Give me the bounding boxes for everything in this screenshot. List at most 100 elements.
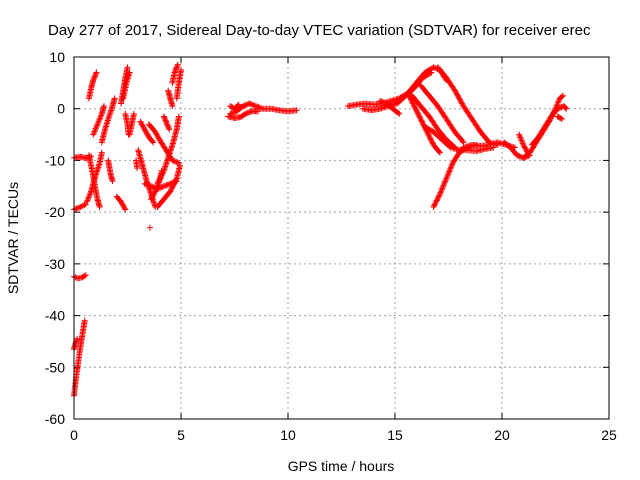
data-point (435, 194, 442, 201)
data-point (152, 128, 159, 135)
data-point (164, 122, 171, 129)
data-point (415, 112, 422, 119)
data-point (242, 110, 249, 117)
data-point (379, 98, 386, 105)
data-point (522, 145, 529, 152)
data-point (243, 110, 250, 117)
data-point (154, 184, 161, 191)
data-point (411, 103, 418, 110)
data-point (516, 153, 523, 160)
data-point (459, 138, 466, 145)
data-point (241, 102, 248, 109)
data-point (81, 272, 88, 279)
plot-frame (73, 56, 610, 420)
data-point (436, 148, 443, 155)
data-point (409, 99, 416, 106)
y-axis-label: SDTVAR / TECUs (5, 182, 21, 294)
data-point (175, 160, 182, 167)
data-point (418, 118, 425, 125)
data-point (150, 191, 157, 198)
data-point (430, 203, 437, 210)
data-point (517, 134, 524, 141)
data-point (73, 337, 80, 344)
data-point (432, 200, 439, 207)
data-point (410, 101, 417, 108)
data-point (174, 159, 181, 166)
data-point (438, 186, 445, 193)
data-point (417, 116, 424, 123)
data-point (153, 131, 160, 138)
data-point (458, 99, 465, 106)
data-point (235, 101, 242, 108)
data-point (252, 103, 259, 110)
y-tick-label: -10 (45, 152, 65, 168)
data-point (247, 101, 254, 108)
data-point (448, 164, 455, 171)
data-point (139, 122, 146, 129)
data-point (120, 203, 127, 210)
data-point (148, 196, 155, 203)
data-point (246, 100, 253, 107)
data-point (96, 115, 103, 122)
data-point (411, 104, 418, 111)
data-point (378, 98, 385, 105)
data-point (255, 108, 262, 115)
y-tick-label: -40 (45, 308, 65, 324)
data-point (81, 202, 88, 209)
data-point (516, 133, 523, 140)
data-point (519, 138, 526, 145)
data-point (555, 98, 562, 105)
data-point (91, 73, 98, 80)
data-point (414, 109, 421, 116)
data-point (140, 125, 147, 132)
data-point (171, 179, 178, 186)
data-point (523, 147, 530, 154)
data-point (258, 105, 265, 112)
data-point (96, 203, 103, 210)
data-point (148, 194, 155, 201)
data-point (413, 107, 420, 114)
data-point (554, 99, 561, 106)
data-point (162, 182, 169, 189)
data-point (90, 75, 97, 82)
data-point (175, 113, 182, 120)
data-point (490, 144, 497, 151)
data-point (439, 185, 446, 192)
data-point (429, 139, 436, 146)
data-point (456, 95, 463, 102)
data-point (243, 101, 250, 108)
data-point (72, 274, 79, 281)
data-point (443, 174, 450, 181)
data-point (96, 116, 103, 123)
data-point (165, 123, 172, 130)
data-point (445, 169, 452, 176)
data-point (98, 149, 105, 156)
data-point (426, 134, 433, 141)
x-tick-label: 15 (387, 427, 403, 443)
data-point (451, 87, 458, 94)
data-point (118, 200, 125, 207)
data-point (78, 203, 85, 210)
data-point (92, 125, 99, 132)
data-point (172, 158, 179, 165)
data-point (138, 121, 145, 128)
data-point (426, 132, 433, 139)
data-point (405, 91, 412, 98)
data-point (74, 205, 81, 212)
data-point (442, 178, 449, 185)
data-point (86, 192, 93, 199)
data-point (165, 125, 172, 132)
data-point (428, 69, 435, 76)
data-point (160, 113, 167, 120)
data-point (162, 117, 169, 124)
data-point (521, 144, 528, 151)
data-point (76, 204, 83, 211)
data-point (396, 110, 403, 117)
data-point (164, 121, 171, 128)
data-point (121, 205, 128, 212)
data-point (149, 193, 156, 200)
x-tick-label: 20 (494, 427, 510, 443)
data-point (169, 183, 176, 190)
data-point (130, 110, 137, 117)
